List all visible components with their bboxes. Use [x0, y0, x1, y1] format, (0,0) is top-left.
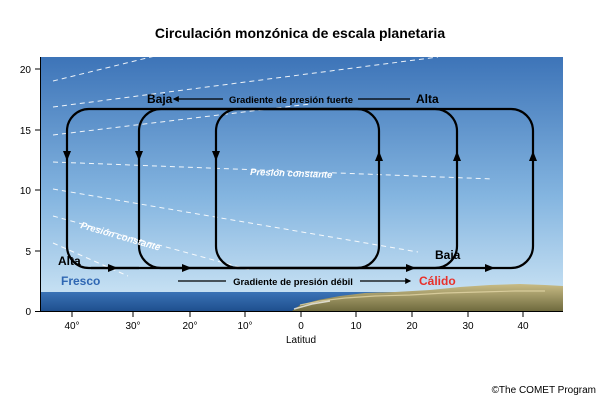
fresco-label: Fresco — [61, 274, 100, 288]
circulation-loops — [65, 107, 535, 270]
isobar-line — [52, 103, 311, 136]
isobar-line — [52, 215, 251, 271]
y-tick-label: 20 — [20, 65, 32, 76]
arrowhead-right — [485, 264, 495, 272]
alta-bottom-label: Alta — [58, 254, 81, 268]
arrowhead-up — [453, 151, 461, 161]
x-tick-label: 10° — [237, 321, 252, 332]
x-tick-label: 10 — [350, 321, 362, 332]
y-tick-label: 15 — [20, 126, 32, 137]
diagram-title: Circulación monzónica de escala planetar… — [155, 25, 445, 41]
strong-gradient-label: Gradiente de presión fuerte — [229, 95, 353, 106]
y-tick-label: 0 — [25, 307, 31, 318]
x-axis-ticks: 40° 30° 20° 10° 0 10 20 30 40 — [64, 311, 529, 332]
isobar-lines — [52, 55, 494, 277]
arrowhead-down — [63, 151, 71, 161]
coastline-land — [292, 284, 563, 311]
x-tick-label: 40 — [517, 321, 529, 332]
baja-bottom-label: Baja — [435, 248, 461, 262]
x-tick-label: 30 — [462, 321, 474, 332]
baja-top-label: Baja — [147, 92, 173, 106]
credit-text: ©The COMET Program — [492, 385, 596, 396]
arrowhead-down — [135, 151, 143, 161]
isobar-line — [52, 56, 439, 108]
x-axis-title: Latitud — [286, 335, 316, 346]
arrowhead-down — [212, 151, 220, 161]
x-tick-label: 40° — [64, 321, 79, 332]
arrowhead-right — [406, 264, 416, 272]
axes — [40, 57, 563, 312]
x-tick-label: 20 — [406, 321, 418, 332]
flow-arrowheads — [63, 151, 537, 272]
weak-gradient-label: Gradiente de presión débil — [233, 277, 353, 288]
circulation-loop-inner — [214, 107, 381, 270]
calido-label: Cálido — [419, 274, 456, 288]
arrowhead-up — [375, 151, 383, 161]
alta-top-label: Alta — [416, 92, 439, 106]
x-tick-label: 30° — [125, 321, 140, 332]
arrowhead-up — [529, 151, 537, 161]
y-tick-label: 10 — [20, 186, 32, 197]
y-tick-label: 5 — [25, 247, 31, 258]
constant-pressure-label-1: Presión constante — [250, 167, 333, 181]
arrowhead-right — [182, 264, 192, 272]
coastline-foam — [293, 300, 331, 310]
coastline-highlight — [299, 290, 545, 306]
x-tick-label: 20° — [182, 321, 197, 332]
y-axis-ticks: 0 5 10 15 20 — [20, 65, 41, 318]
isobar-line — [52, 188, 419, 253]
isobar-line — [52, 242, 129, 277]
isobar-line — [52, 161, 494, 180]
x-tick-label: 0 — [298, 321, 304, 332]
